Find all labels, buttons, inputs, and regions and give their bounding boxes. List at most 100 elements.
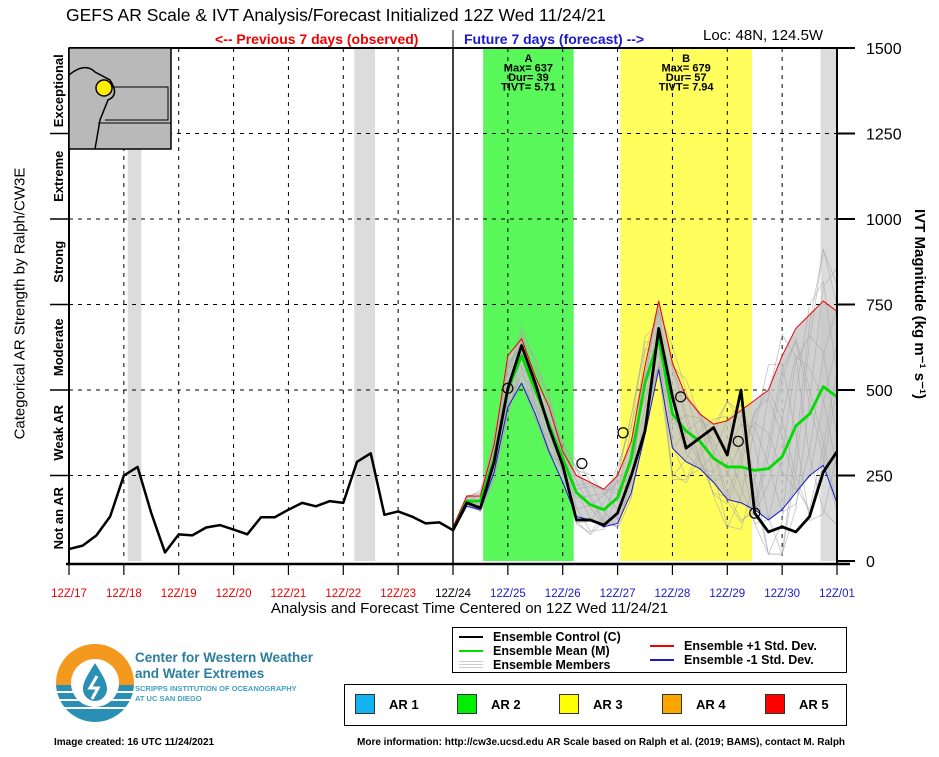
- x-tick-label: 12Z/01: [819, 588, 855, 600]
- control-marker: [576, 457, 588, 470]
- ar3-label: AR 3: [593, 696, 623, 712]
- category-label: Strong: [51, 241, 66, 283]
- ensemble-member-line: [452, 332, 838, 531]
- category-label: Exceptional: [51, 54, 66, 127]
- logo-institution: SCRIPPS INSTITUTION OF OCEANOGRAPHY AT UC…: [135, 684, 297, 704]
- map-background: [68, 47, 172, 150]
- control-marker: [732, 435, 744, 447]
- logo-org-name: Center for Western Weather and Water Extr…: [135, 650, 313, 682]
- ar1-swatch: [355, 694, 375, 714]
- more-info-text: More information: http://cw3e.ucsd.edu A…: [357, 737, 846, 748]
- ar4-swatch: [662, 694, 682, 714]
- series-legend: Ensemble Control (C) Ensemble Mean (M) E…: [452, 627, 847, 673]
- ar-event-a-text: A: [524, 53, 532, 65]
- x-tick-label: 12Z/28: [655, 588, 691, 600]
- y-tick-label: 750: [866, 298, 893, 315]
- ar-scale-legend: AR 1 AR 2 AR 3 AR 4 AR 5: [344, 684, 847, 726]
- y-tick-label: 0: [866, 554, 875, 571]
- ar-event-a-text: TIVT= 5.71: [501, 82, 556, 94]
- y-tick-label: 1500: [866, 41, 902, 58]
- legend-mean: Ensemble Mean (M): [459, 644, 610, 658]
- category-labels: Not an AR Weak AR Moderate Strong Extreme Exc…: [50, 54, 69, 549]
- legend-control-label: Ensemble Control (C): [493, 630, 621, 644]
- category-label: Not an AR: [51, 486, 66, 549]
- ar1-legend-item: AR 1: [355, 694, 419, 714]
- observed-ivt-line: [68, 452, 454, 554]
- ensemble-mean-m-line: [451, 337, 838, 531]
- members-swatch: [459, 661, 483, 669]
- shaded-band: [354, 48, 376, 561]
- control-marker: [675, 391, 687, 403]
- ar3-swatch: [559, 694, 579, 714]
- future-period-label: Future 7 days (forecast) -->: [464, 31, 645, 47]
- ar2-label: AR 2: [491, 696, 521, 712]
- image-created-text: Image created: 16 UTC 11/24/2021: [54, 737, 215, 748]
- x-tick-label: 12Z/20: [216, 588, 252, 600]
- x-tick-label: 12Z/26: [545, 588, 581, 600]
- left-axis-title: Categorical AR Strength by Ralph/CW3E: [11, 167, 29, 440]
- chart-title: GEFS AR Scale & IVT Analysis/Forecast In…: [66, 5, 606, 25]
- control-marker: [617, 427, 629, 439]
- y-tick-label: 500: [866, 383, 893, 400]
- ensemble-member-line: [452, 307, 838, 531]
- x-tick-label: 12Z/23: [380, 588, 416, 600]
- ar1-label: AR 1: [389, 696, 419, 712]
- legend-members-label: Ensemble Members: [493, 658, 611, 672]
- ar2-swatch: [457, 694, 477, 714]
- category-label: Weak AR: [51, 404, 66, 460]
- tick-labels: 0 250 500 750 1000 1250 1500 12Z/17 12Z/18 12Z/19…: [51, 41, 902, 600]
- minus-std-swatch: [650, 659, 674, 661]
- ar-event-b-text: B: [682, 53, 690, 65]
- ar5-swatch: [765, 694, 785, 714]
- ar5-label: AR 5: [799, 696, 829, 712]
- legend-mean-label: Ensemble Mean (M): [493, 644, 610, 658]
- ensemble-member-line: [452, 311, 838, 531]
- y-tick-label: 1000: [866, 212, 902, 229]
- legend-members: Ensemble Members: [459, 658, 610, 672]
- x-tick-label: 12Z/17: [51, 588, 87, 600]
- ar-event-b-text: Max= 679: [662, 63, 711, 75]
- state-border: [105, 86, 169, 121]
- legend-minus-std: Ensemble -1 Std. Dev.: [650, 653, 814, 667]
- series-lines: [68, 300, 839, 554]
- x-tick-label: 12Z/18: [106, 588, 142, 600]
- control-marker: [502, 382, 514, 394]
- logo-line3: SCRIPPS INSTITUTION OF OCEANOGRAPHY: [135, 684, 297, 693]
- ar4-label: AR 4: [696, 696, 726, 712]
- x-tick-label: 12Z/24: [435, 588, 471, 600]
- legend-control: Ensemble Control (C): [459, 630, 621, 644]
- previous-period-label: <-- Previous 7 days (observed): [215, 31, 419, 47]
- location-marker-icon: [95, 79, 113, 97]
- control-swatch: [459, 636, 483, 638]
- ensemble-control-c-line: [451, 327, 839, 534]
- x-tick-label: 12Z/22: [325, 588, 361, 600]
- x-axis-title: Analysis and Forecast Time Centered on 1…: [270, 600, 669, 617]
- legend-plus-std-label: Ensemble +1 Std. Dev.: [684, 639, 817, 653]
- x-tick-label: 12Z/29: [709, 588, 745, 600]
- legend-plus-std: Ensemble +1 Std. Dev.: [650, 639, 817, 653]
- mean-swatch: [459, 650, 483, 652]
- ar4-legend-item: AR 4: [662, 694, 726, 714]
- cw3e-logo-icon: [56, 644, 134, 722]
- category-label: Extreme: [51, 151, 66, 202]
- right-axis-title: IVT Magnitude (kg m⁻¹ s⁻¹): [911, 209, 928, 399]
- logo-line1: Center for Western Weather: [135, 650, 314, 665]
- x-tick-label: 12Z/21: [271, 588, 307, 600]
- y-tick-label: 1250: [866, 127, 902, 144]
- control-marker: [749, 507, 761, 519]
- ar2-legend-item: AR 2: [457, 694, 521, 714]
- x-tick-label: 12Z/30: [764, 588, 800, 600]
- ensemble-1-std-dev-line: [452, 300, 838, 528]
- ar5-legend-item: AR 5: [765, 694, 829, 714]
- ensemble-member-line: [452, 341, 838, 531]
- ensemble-spread: [453, 301, 837, 532]
- x-tick-label: 12Z/27: [600, 588, 636, 600]
- logo-line2: and Water Extremes: [135, 666, 265, 681]
- location-label: Loc: 48N, 124.5W: [703, 27, 824, 44]
- ar-event-a-text: Dur= 39: [508, 72, 549, 84]
- category-label: Moderate: [51, 318, 66, 376]
- y-tick-label: 250: [866, 469, 893, 486]
- logo-line4: AT UC SAN DIEGO: [135, 694, 202, 703]
- ar-event-b-text: Dur= 57: [666, 72, 707, 84]
